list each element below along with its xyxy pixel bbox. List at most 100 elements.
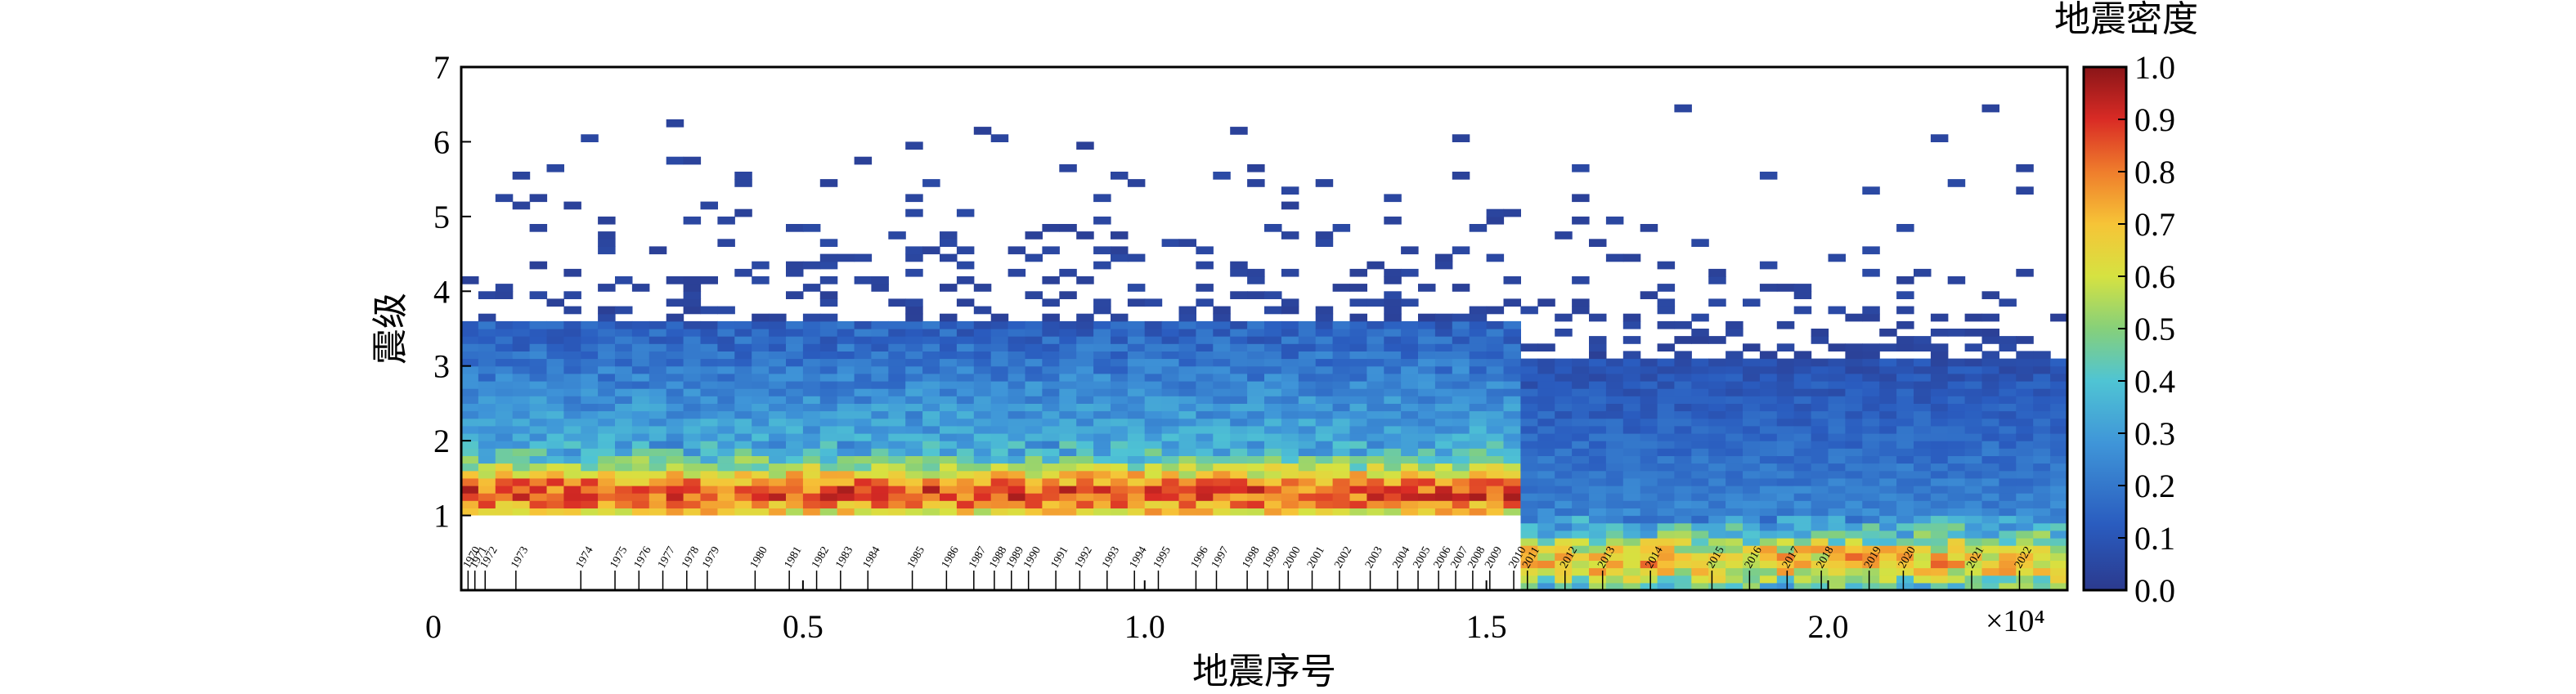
heatmap-cell xyxy=(666,448,684,456)
heatmap-cell xyxy=(973,455,992,464)
heatmap-cell xyxy=(1896,358,1914,367)
heatmap-cell xyxy=(648,470,667,479)
heatmap-cell xyxy=(1230,396,1248,404)
heatmap-cell xyxy=(1862,500,1880,508)
heatmap-cell xyxy=(1828,545,1846,553)
heatmap-cell xyxy=(819,433,838,441)
heatmap-cell xyxy=(1914,493,1932,501)
heatmap-cell xyxy=(1640,522,1658,531)
heatmap-cell xyxy=(717,365,735,374)
heatmap-cell xyxy=(1708,396,1726,404)
heatmap-cell xyxy=(922,493,940,501)
heatmap-cell xyxy=(2033,448,2051,456)
heatmap-cell xyxy=(1828,306,1846,315)
heatmap-cell xyxy=(1776,477,1795,486)
heatmap-cell xyxy=(1914,477,1932,486)
heatmap-cell xyxy=(1434,329,1453,337)
heatmap-cell xyxy=(1281,373,1299,382)
heatmap-cell xyxy=(1127,336,1146,344)
heatmap-cell xyxy=(1486,358,1505,367)
heatmap-cell xyxy=(478,418,496,427)
heatmap-cell xyxy=(1315,351,1334,360)
heatmap-cell xyxy=(1589,373,1607,382)
heatmap-cell xyxy=(905,403,923,412)
heatmap-cell xyxy=(1691,448,1709,456)
heatmap-cell xyxy=(512,508,531,517)
heatmap-cell xyxy=(1657,358,1676,367)
heatmap-cell xyxy=(1315,455,1334,464)
heatmap-cell xyxy=(529,373,548,382)
heatmap-cell xyxy=(1862,396,1880,404)
heatmap-cell xyxy=(666,365,684,374)
heatmap-cell xyxy=(990,500,1009,508)
heatmap-cell xyxy=(769,373,787,382)
heatmap-cell xyxy=(1076,448,1094,456)
heatmap-cell xyxy=(1213,433,1231,441)
heatmap-cell xyxy=(1332,508,1351,517)
heatmap-cell xyxy=(1981,441,1999,449)
heatmap-cell xyxy=(1999,553,2017,561)
heatmap-cell xyxy=(1042,493,1060,501)
heatmap-cell xyxy=(1281,508,1299,517)
heatmap-cell xyxy=(854,358,873,367)
heatmap-cell xyxy=(1930,553,1949,561)
heatmap-cell xyxy=(956,493,975,501)
heatmap-cell xyxy=(1743,515,1761,524)
heatmap-cell xyxy=(1486,410,1505,419)
heatmap-cell xyxy=(1384,470,1402,479)
heatmap-cell xyxy=(1025,463,1043,472)
heatmap-cell xyxy=(1743,388,1761,396)
heatmap-cell xyxy=(717,493,735,501)
heatmap-cell xyxy=(1213,396,1231,404)
heatmap-cell xyxy=(631,477,650,486)
heatmap-cell xyxy=(461,425,479,434)
heatmap-cell xyxy=(461,388,479,396)
heatmap-cell xyxy=(683,500,702,508)
heatmap-cell xyxy=(973,425,992,434)
heatmap-cell xyxy=(1469,358,1488,367)
heatmap-cell xyxy=(1213,336,1231,344)
heatmap-cell xyxy=(1111,418,1129,427)
heatmap-cell xyxy=(1964,441,1983,449)
heatmap-cell xyxy=(1759,351,1778,360)
heatmap-cell xyxy=(1247,373,1265,382)
heatmap-cell xyxy=(1418,493,1436,501)
heatmap-cell xyxy=(854,388,873,396)
heatmap-cell xyxy=(1230,477,1248,486)
heatmap-cell xyxy=(1811,388,1829,396)
heatmap-cell xyxy=(1384,463,1402,472)
heatmap-cell xyxy=(666,418,684,427)
heatmap-cell xyxy=(581,134,599,142)
heatmap-cell xyxy=(1093,306,1111,315)
heatmap-cell xyxy=(1572,448,1590,456)
heatmap-cell xyxy=(1401,373,1419,382)
heatmap-cell xyxy=(1332,396,1351,404)
heatmap-cell xyxy=(819,396,838,404)
heatmap-cell xyxy=(1178,410,1196,419)
heatmap-cell xyxy=(956,358,975,367)
heatmap-cell xyxy=(1264,486,1282,494)
heatmap-cell xyxy=(546,425,564,434)
heatmap-cell xyxy=(1743,470,1761,479)
heatmap-cell xyxy=(666,441,684,449)
heatmap-cell xyxy=(1674,381,1692,389)
heatmap-cell xyxy=(1605,538,1624,546)
heatmap-cell xyxy=(2050,545,2068,553)
x-tick-label: 1.5 xyxy=(1466,608,1507,645)
heatmap-cell xyxy=(786,365,804,374)
heatmap-cell xyxy=(1828,425,1846,434)
heatmap-cell xyxy=(1196,448,1214,456)
heatmap-cell xyxy=(631,448,650,456)
heatmap-cell xyxy=(1161,329,1180,337)
heatmap-cell xyxy=(1111,358,1129,367)
heatmap-cell xyxy=(1520,582,1538,591)
heatmap-cell xyxy=(1469,493,1488,501)
heatmap-cell xyxy=(1161,410,1180,419)
heatmap-cell xyxy=(1247,179,1265,187)
heatmap-cell xyxy=(1743,455,1761,464)
heatmap-cell xyxy=(1862,403,1880,412)
heatmap-cell xyxy=(1281,268,1299,277)
heatmap-cell xyxy=(1981,365,1999,374)
heatmap-cell xyxy=(615,441,633,449)
